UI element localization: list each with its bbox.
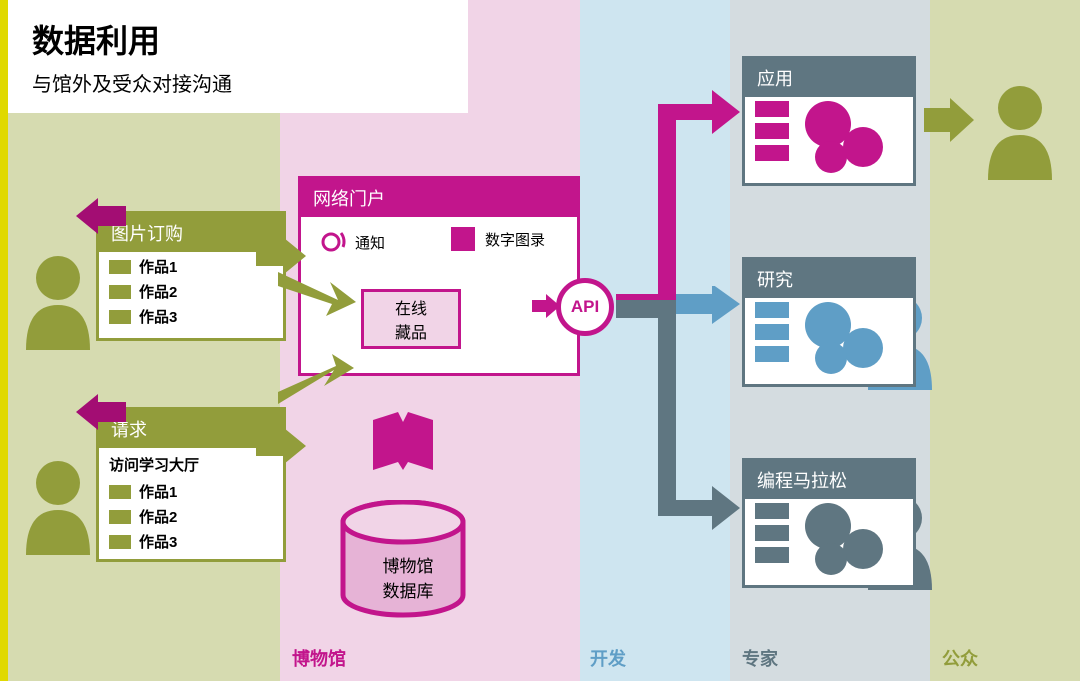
person-icon	[978, 80, 1062, 180]
work-item: 作品2	[109, 506, 273, 527]
column-label: 专家	[742, 645, 778, 671]
work-item: 作品1	[109, 481, 273, 502]
title-box: 数据利用与馆外及受众对接沟通	[8, 0, 468, 113]
person-icon	[16, 455, 100, 555]
column-label: 开发	[590, 645, 626, 671]
collection-box: 在线 藏品	[361, 289, 461, 349]
work-item: 作品3	[109, 531, 273, 552]
book-icon	[368, 410, 438, 485]
work-item: 作品3	[109, 306, 273, 327]
person-icon	[16, 250, 100, 355]
person-icon	[978, 80, 1062, 185]
notify-icon: 通知	[317, 227, 385, 257]
catalog-icon: 数字图录	[451, 227, 545, 251]
person-icon	[16, 455, 100, 560]
database-label: 博物馆 数据库	[368, 552, 448, 602]
work-item: 作品2	[109, 281, 273, 302]
column-label: 博物馆	[292, 645, 346, 671]
column-label: 公众	[942, 645, 978, 671]
person-icon	[16, 250, 100, 350]
panel-header: 网络门户	[301, 179, 577, 217]
work-item: 作品1	[109, 256, 273, 277]
api-node: API	[556, 278, 614, 336]
